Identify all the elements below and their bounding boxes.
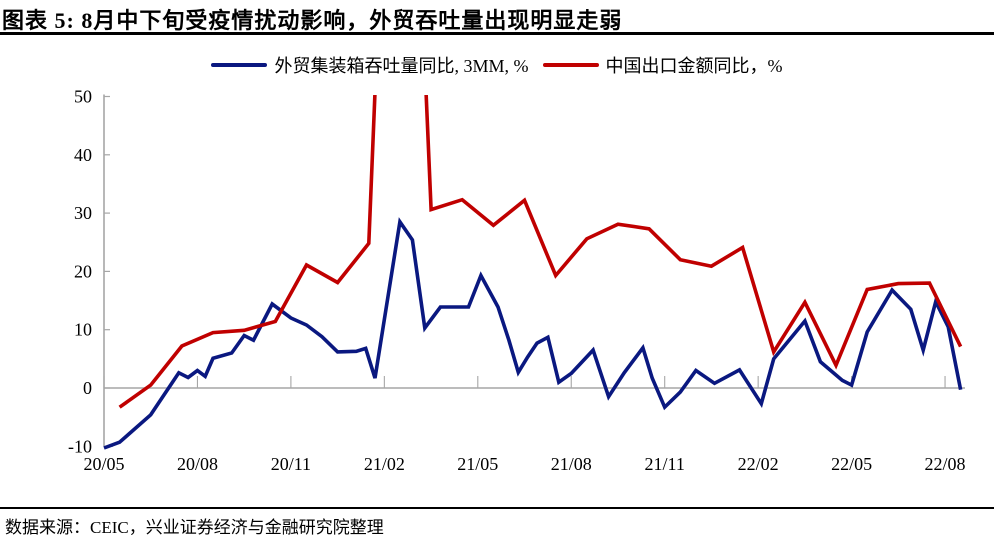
chart-legend: 外贸集装箱吞吐量同比, 3MM, % 中国出口金额同比，% (0, 52, 994, 78)
export-series-line (118, 95, 963, 409)
x-axis-tick-label: 20/08 (177, 454, 218, 474)
legend-label-throughput: 外贸集装箱吞吐量同比, 3MM, % (274, 56, 529, 76)
legend-item-export: 中国出口金额同比，% (542, 52, 783, 78)
x-axis-tick-label: 21/02 (364, 454, 405, 474)
export-line-swatch (542, 63, 599, 67)
x-axis-tick-label: 22/08 (925, 454, 966, 474)
line-chart: -10 0 10 20 30 40 50 20/05 20/08 20/11 21/02 21/05 2… (0, 87, 994, 500)
legend-item-throughput: 外贸集装箱吞吐量同比, 3MM, % (211, 52, 529, 78)
y-axis-tick-label: 40 (74, 145, 92, 165)
throughput-series-line (103, 217, 963, 450)
y-axis-tick-label: 0 (83, 378, 92, 398)
x-axis-tick-label: 21/11 (645, 454, 685, 474)
x-axis-tick-label: 21/08 (551, 454, 592, 474)
x-axis-tick-label: 20/11 (271, 454, 311, 474)
y-axis-tick-label: 20 (74, 261, 92, 281)
throughput-line-swatch (211, 63, 268, 67)
x-axis-tick-label: 22/05 (831, 454, 872, 474)
y-axis-tick-label: -10 (68, 436, 92, 456)
data-source-note: 数据来源：CEIC，兴业证券经济与金融研究院整理 (5, 518, 384, 537)
title-divider (0, 32, 994, 35)
chart-title: 图表 5: 8月中下旬受疫情扰动影响，外贸吞吐量出现明显走弱 (2, 8, 623, 33)
x-axis-tick-label: 22/02 (738, 454, 779, 474)
legend-label-export: 中国出口金额同比，% (605, 56, 783, 76)
x-axis-tick-label: 20/05 (83, 454, 124, 474)
footer-divider (0, 507, 994, 509)
x-axis-tick-label: 21/05 (457, 454, 498, 474)
y-axis-tick-label: 30 (74, 203, 92, 223)
y-axis-tick-label: 50 (74, 88, 92, 107)
chart-canvas: -10 0 10 20 30 40 50 20/05 20/08 20/11 21/02 21/05 2… (68, 87, 966, 475)
y-axis-tick-label: 10 (74, 320, 92, 340)
